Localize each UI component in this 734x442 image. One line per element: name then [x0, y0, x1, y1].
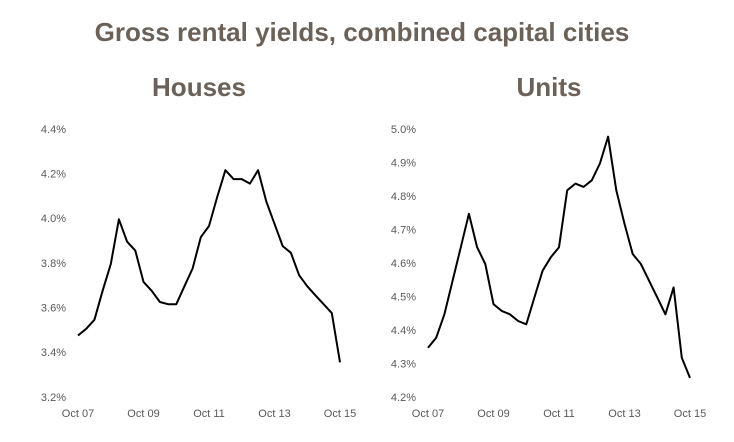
y-tick-label: 4.2% — [391, 392, 416, 404]
y-tick-label: 4.5% — [391, 291, 416, 303]
x-tick-label: Oct 07 — [62, 408, 94, 420]
y-tick-label: 4.4% — [391, 325, 416, 337]
x-tick-label: Oct 07 — [412, 408, 444, 420]
y-tick-label: 4.8% — [391, 191, 416, 203]
y-tick-label: 3.6% — [41, 303, 66, 315]
y-tick-label: 4.6% — [391, 258, 416, 270]
y-tick-label: 4.3% — [391, 358, 416, 370]
y-tick-label: 3.8% — [41, 258, 66, 270]
y-tick-label: 3.4% — [41, 347, 66, 359]
x-tick-label: Oct 09 — [477, 408, 509, 420]
data-line — [427, 135, 691, 379]
data-line — [77, 169, 341, 363]
x-tick-label: Oct 11 — [193, 408, 225, 420]
x-tick-label: Oct 15 — [674, 408, 706, 420]
x-tick-label: Oct 13 — [258, 408, 290, 420]
y-tick-label: 4.7% — [391, 224, 416, 236]
y-tick-label: 4.0% — [41, 213, 66, 225]
y-tick-label: 4.4% — [41, 124, 66, 136]
chart-title: Houses — [152, 72, 246, 102]
y-tick-label: 3.2% — [41, 392, 66, 404]
chart-title: Units — [517, 72, 582, 102]
y-tick-label: 5.0% — [391, 124, 416, 136]
x-tick-label: Oct 15 — [324, 408, 356, 420]
y-tick-label: 4.9% — [391, 157, 416, 169]
x-tick-label: Oct 11 — [543, 408, 575, 420]
x-tick-label: Oct 13 — [608, 408, 640, 420]
y-tick-label: 4.2% — [41, 169, 66, 181]
x-tick-label: Oct 09 — [127, 408, 159, 420]
page-title: Gross rental yields, combined capital ci… — [95, 17, 630, 47]
